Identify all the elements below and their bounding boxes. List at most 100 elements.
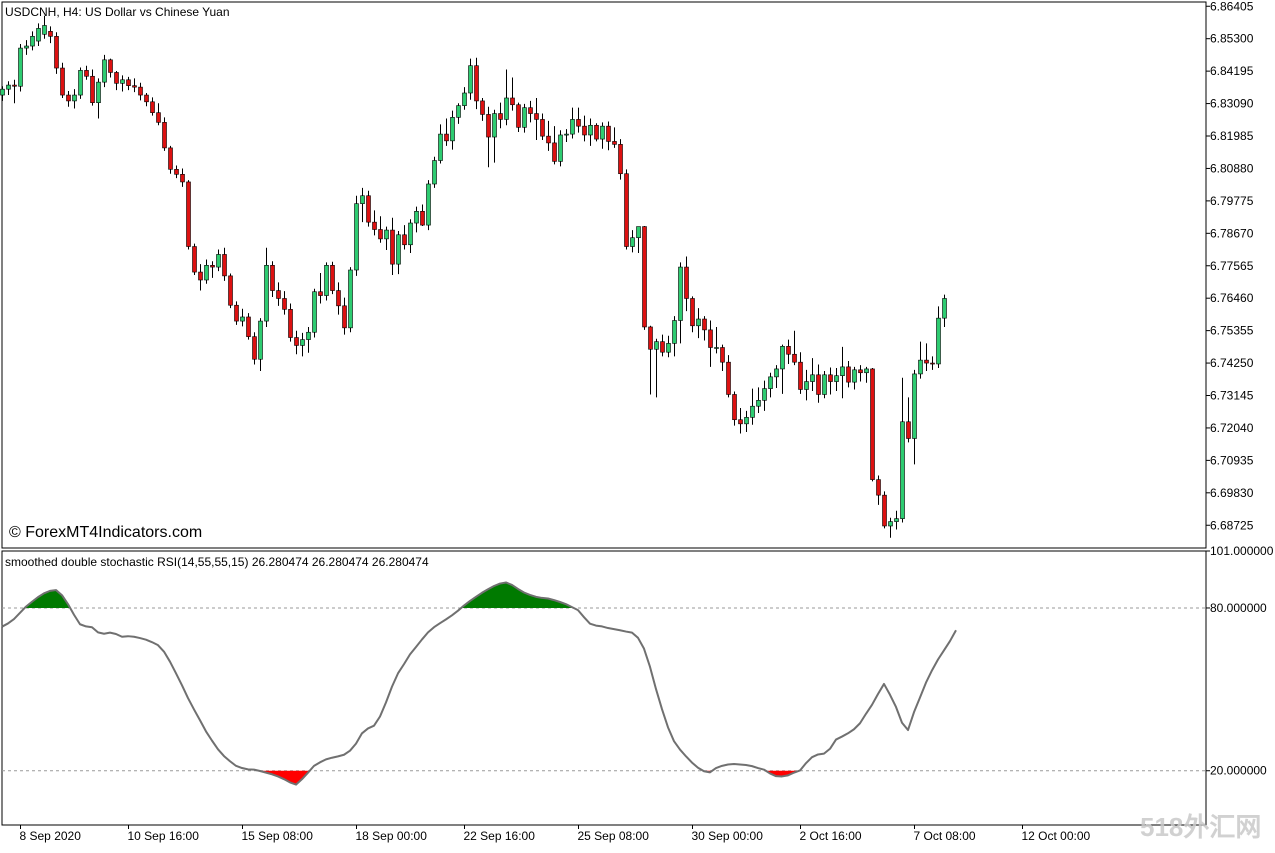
- bullish-candle-body: [456, 105, 461, 118]
- bullish-candle-body: [936, 317, 941, 365]
- bearish-candle-body: [180, 174, 185, 183]
- bullish-candle-body: [750, 405, 755, 418]
- candle: [690, 296, 695, 333]
- candle: [402, 225, 407, 250]
- bullish-candle-body: [810, 374, 815, 382]
- bullish-candle-body: [558, 134, 563, 162]
- bullish-candle-body: [636, 226, 641, 239]
- bearish-candle-body: [684, 266, 689, 299]
- bearish-candle-body: [876, 479, 881, 496]
- candle: [162, 117, 167, 151]
- bullish-candle-body: [888, 521, 893, 527]
- bearish-candle-body: [480, 100, 485, 115]
- candle: [492, 109, 497, 163]
- bearish-candle-body: [720, 347, 725, 363]
- price-tick-label: 6.69830: [1210, 486, 1254, 500]
- bearish-candle-body: [234, 304, 239, 322]
- candle: [624, 169, 629, 250]
- bearish-candle-body: [288, 309, 293, 338]
- indicator-title: smoothed double stochastic RSI(14,55,55,…: [5, 555, 429, 569]
- candle: [906, 397, 911, 443]
- candle: [240, 308, 245, 327]
- candle: [174, 165, 179, 179]
- bearish-candle-body: [606, 125, 611, 142]
- candle: [390, 217, 395, 275]
- bearish-candle-body: [192, 246, 197, 273]
- candle: [246, 313, 251, 340]
- candle: [582, 115, 587, 142]
- bearish-candle-body: [498, 113, 503, 120]
- bullish-candle-body: [102, 59, 107, 83]
- candle: [810, 358, 815, 391]
- bullish-candle-body: [324, 265, 329, 296]
- candle: [84, 65, 89, 80]
- bearish-candle-body: [924, 359, 929, 364]
- bullish-candle-body: [522, 107, 527, 128]
- bearish-candle-body: [690, 298, 695, 327]
- bullish-candle-body: [348, 269, 353, 329]
- bearish-candle-body: [156, 112, 161, 123]
- candle: [348, 267, 353, 333]
- bearish-candle-body: [174, 169, 179, 175]
- bearish-candle-body: [114, 72, 119, 84]
- time-tick-label: 8 Sep 2020: [20, 829, 82, 843]
- candle: [66, 90, 71, 107]
- candle: [372, 210, 377, 236]
- candle: [258, 318, 263, 371]
- bullish-candle-body: [6, 84, 11, 90]
- bearish-candle-body: [186, 181, 191, 247]
- price-tick-label: 6.77565: [1210, 259, 1254, 273]
- candle: [552, 126, 557, 165]
- bullish-candle-body: [600, 125, 605, 140]
- candle: [546, 120, 551, 151]
- bullish-candle-body: [504, 97, 509, 120]
- candle: [882, 491, 887, 529]
- bearish-candle-body: [708, 329, 713, 348]
- candle: [648, 325, 653, 395]
- bearish-candle-body: [66, 94, 71, 102]
- candle: [354, 195, 359, 276]
- candle: [54, 32, 59, 74]
- time-tick-label: 2 Oct 16:00: [800, 829, 862, 843]
- candle: [342, 297, 347, 335]
- candle: [468, 58, 473, 100]
- candle: [210, 261, 215, 278]
- candle: [384, 226, 389, 251]
- candle: [312, 288, 317, 338]
- bullish-candle-body: [768, 376, 773, 389]
- candle: [522, 103, 527, 133]
- candle: [414, 206, 419, 233]
- bullish-candle-body: [588, 124, 593, 136]
- candle: [588, 118, 593, 146]
- candle: [744, 410, 749, 433]
- bullish-candle-body: [408, 222, 413, 246]
- indicator-pane[interactable]: [1, 550, 1207, 826]
- candle: [864, 366, 869, 383]
- bearish-candle-body: [336, 290, 341, 307]
- bullish-candle-body: [462, 92, 467, 106]
- bullish-candle-body: [414, 211, 419, 224]
- bullish-candle-body: [438, 133, 443, 161]
- price-tick-label: 6.68725: [1210, 518, 1254, 532]
- bearish-candle-body: [276, 290, 281, 299]
- bearish-candle-body: [390, 229, 395, 265]
- candle: [504, 69, 509, 126]
- bullish-candle-body: [30, 36, 35, 47]
- bearish-candle-body: [528, 107, 533, 114]
- candle: [168, 145, 173, 174]
- candle: [558, 130, 563, 167]
- candle: [222, 247, 227, 281]
- bearish-candle-body: [144, 94, 149, 103]
- candle: [276, 282, 281, 306]
- bearish-candle-body: [294, 337, 299, 346]
- bullish-candle-body: [300, 339, 305, 346]
- bearish-candle-body: [372, 221, 377, 230]
- bearish-candle-body: [624, 173, 629, 247]
- candle: [186, 180, 191, 250]
- indicator-axis: 101.000000 80.000000 20.000000: [1206, 544, 1274, 778]
- bullish-candle-body: [756, 400, 761, 407]
- bearish-candle-body: [12, 84, 17, 87]
- price-pane[interactable]: [0, 1, 1207, 549]
